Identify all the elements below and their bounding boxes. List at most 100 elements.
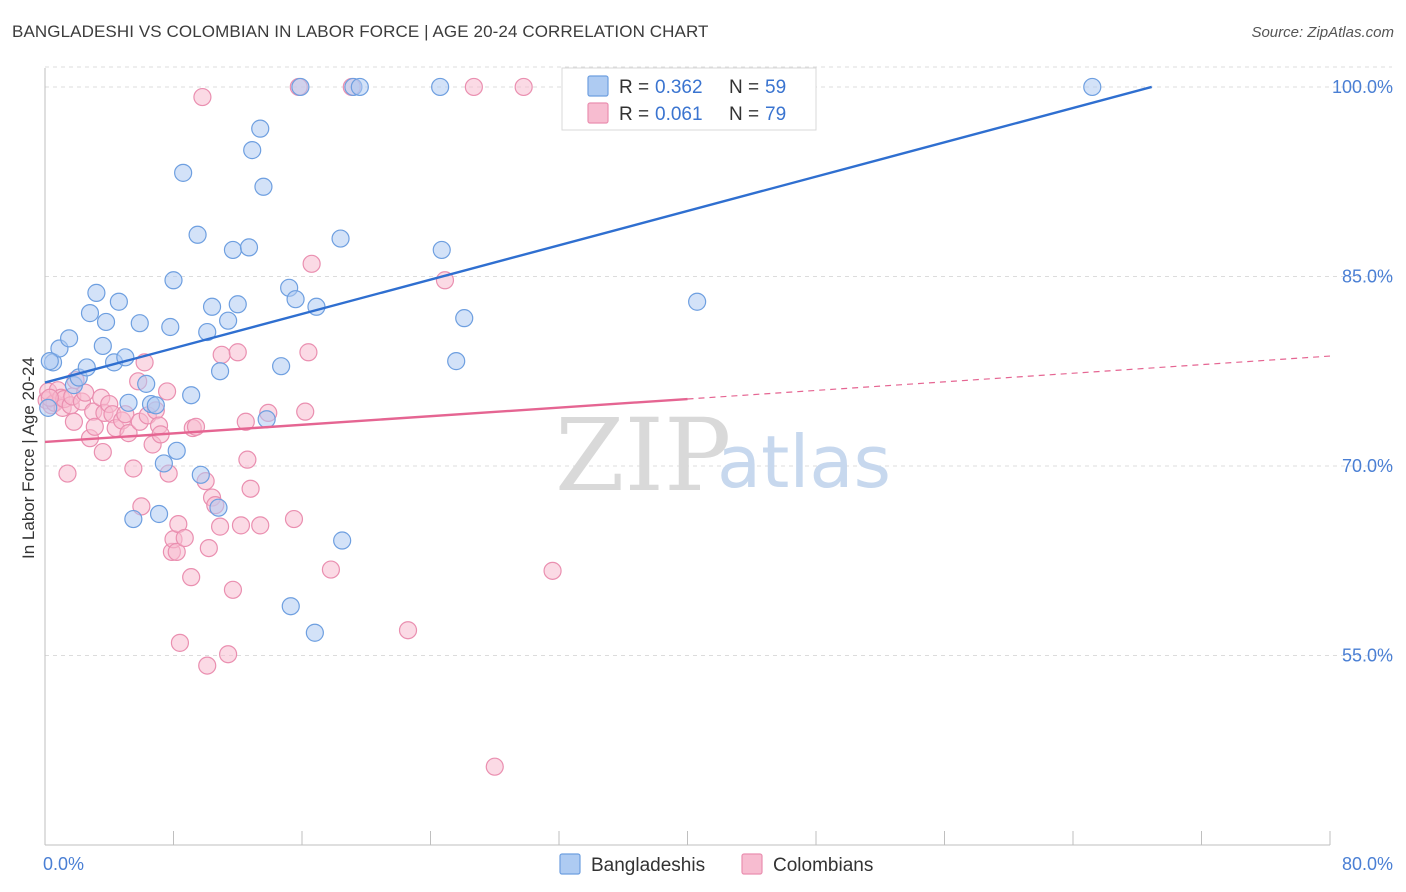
- legend-blue-n-label: N =: [729, 77, 759, 98]
- bangladeshi-point: [80, 304, 100, 323]
- bangladeshi-point: [210, 362, 230, 381]
- colombian-point: [193, 87, 212, 107]
- colombian-point: [231, 516, 251, 535]
- colombian-point: [321, 560, 341, 579]
- colombian-point: [167, 542, 186, 561]
- colombian-point: [198, 656, 217, 675]
- colombian-point: [302, 254, 321, 273]
- bangladeshi-point: [182, 386, 201, 405]
- bangladeshi-point: [174, 163, 193, 182]
- x-ticks: 0.0% 80.0%: [43, 831, 1393, 874]
- bottom-legend-pink-label: Colombians: [773, 855, 873, 876]
- bottom-legend-swatch-pink: [741, 853, 763, 875]
- bangladeshi-point: [350, 77, 369, 97]
- colombian-point: [543, 561, 562, 580]
- colombian-point: [299, 343, 318, 362]
- bangladeshi-point: [191, 465, 210, 484]
- bangladeshi-point: [137, 374, 156, 393]
- y-tick-labels: 100.0% 85.0% 70.0% 55.0%: [1332, 77, 1393, 666]
- bangladeshi-point: [202, 297, 222, 316]
- y-tick-label: 100.0%: [1332, 77, 1393, 97]
- colombian-point: [251, 516, 270, 535]
- colombian-point: [157, 382, 177, 401]
- bangladeshi-point: [331, 229, 350, 248]
- bangladeshi-point: [124, 509, 143, 529]
- legend: R = 0.362 N = 59 R = 0.061 N = 79: [561, 67, 817, 131]
- bangladeshi-point: [59, 329, 79, 348]
- bangladeshi-point: [154, 454, 173, 473]
- chart-title: BANGLADESHI VS COLOMBIAN IN LABOR FORCE …: [12, 22, 709, 41]
- bangladeshi-point: [257, 410, 276, 429]
- colombian-trend-line: [44, 397, 688, 444]
- x-tick-label: 80.0%: [1342, 854, 1393, 874]
- colombian-point: [485, 757, 504, 776]
- bangladeshi-point: [188, 225, 207, 244]
- bangladeshi-point: [447, 352, 466, 371]
- legend-swatch-pink: [587, 102, 609, 124]
- bangladeshi-point: [291, 77, 310, 97]
- bangladeshi-point: [228, 295, 247, 314]
- bottom-legend: Bangladeshis Colombians: [559, 853, 873, 876]
- bangladeshi-point: [281, 597, 300, 616]
- colombian-point: [175, 528, 194, 548]
- colombian-point: [210, 517, 230, 536]
- colombian-trend-line-extension: [687, 355, 1331, 400]
- trend-lines: [44, 85, 1331, 444]
- colombian-point: [85, 417, 104, 436]
- colombian-point: [228, 343, 247, 362]
- bangladeshi-point: [146, 396, 165, 415]
- legend-blue-r-label: R =: [619, 77, 649, 98]
- bangladeshi-point: [223, 240, 243, 260]
- bangladeshi-point: [305, 623, 324, 642]
- colombian-point: [212, 345, 231, 364]
- colombian-point: [93, 442, 112, 462]
- colombian-point: [296, 402, 315, 421]
- bangladeshi-point: [1083, 77, 1102, 97]
- bangladeshi-point: [39, 398, 58, 417]
- bangladeshi-point: [96, 312, 116, 332]
- bangladeshi-point: [198, 322, 217, 342]
- watermark: ZIP atlas: [555, 397, 891, 514]
- bangladeshi-point: [239, 238, 259, 257]
- legend-pink-r-value: 0.061: [655, 104, 703, 125]
- bangladeshi-point: [164, 271, 183, 290]
- colombian-point: [223, 580, 243, 599]
- bangladeshi-point: [688, 292, 707, 311]
- colombian-point: [58, 464, 77, 483]
- bottom-legend-swatch-blue: [559, 853, 581, 875]
- watermark-atlas: atlas: [717, 420, 891, 504]
- legend-swatch-blue: [587, 75, 609, 97]
- colombian-point: [236, 412, 255, 431]
- bangladeshi-point: [167, 441, 186, 460]
- bangladeshi-point: [209, 498, 228, 517]
- bangladeshi-point: [109, 292, 128, 311]
- bangladeshi-point: [87, 283, 106, 302]
- bangladeshi-point: [431, 77, 450, 97]
- bangladeshi-point: [119, 393, 138, 412]
- legend-pink-n-value: 79: [765, 104, 786, 125]
- legend-pink-r-label: R =: [619, 104, 649, 125]
- bangladeshi-point: [455, 309, 474, 328]
- bangladeshi-point: [161, 317, 180, 337]
- bangladeshi-point: [130, 314, 149, 333]
- bangladeshi-point: [286, 290, 305, 309]
- colombian-point: [241, 479, 260, 498]
- bangladeshi-point: [219, 311, 238, 330]
- colombian-point: [464, 77, 483, 97]
- bangladeshi-point: [93, 336, 112, 356]
- source-note: Source: ZipAtlas.com: [1251, 24, 1394, 41]
- y-tick-label: 55.0%: [1342, 645, 1393, 665]
- bangladeshi-point: [432, 240, 451, 260]
- bangladeshi-point: [243, 141, 262, 160]
- colombian-point: [284, 509, 304, 529]
- y-axis-label: In Labor Force | Age 20-24: [19, 357, 38, 559]
- colombian-point: [199, 538, 218, 558]
- y-tick-label: 85.0%: [1342, 266, 1393, 286]
- bottom-legend-blue-label: Bangladeshis: [591, 855, 705, 876]
- colombian-point: [238, 450, 257, 469]
- bangladeshi-point: [251, 119, 270, 138]
- colombian-point: [182, 568, 201, 587]
- colombian-point: [219, 645, 238, 664]
- colombian-point: [398, 621, 418, 640]
